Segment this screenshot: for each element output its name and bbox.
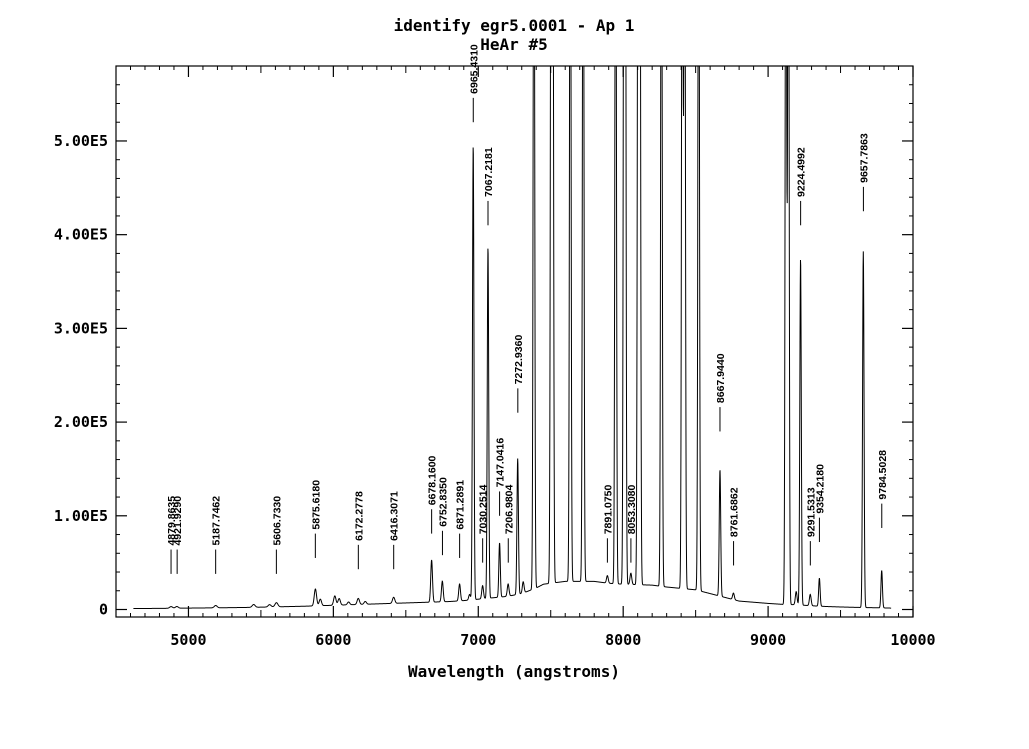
line-id-label: 6965.4310 [468, 44, 480, 94]
line-id-label: 5187.7462 [211, 496, 223, 546]
line-id-label: 6678.1600 [427, 455, 439, 505]
line-id-label: 5606.7330 [271, 496, 283, 546]
y-tick-label: 3.00E5 [54, 319, 108, 337]
x-tick-label: 10000 [890, 631, 935, 649]
x-axis-label: Wavelength (angstroms) [408, 662, 620, 681]
line-id-label: 4921.9290 [172, 496, 184, 546]
y-tick-label: 1.00E5 [54, 507, 108, 525]
line-id-label: 5875.6180 [310, 480, 322, 530]
y-tick-label: 4.00E5 [54, 226, 108, 244]
line-id-label: 8667.9440 [715, 353, 727, 403]
chart-subtitle: HeAr #5 [480, 35, 547, 54]
x-tick-label: 9000 [750, 631, 786, 649]
x-axis-ticks: 5000 6000 7000 8000 9000 10000 [115, 66, 936, 649]
x-tick-label: 7000 [460, 631, 496, 649]
line-id-label: 6172.2778 [353, 491, 365, 541]
x-tick-label: 6000 [315, 631, 351, 649]
x-tick-label: 8000 [605, 631, 641, 649]
line-id-label: 7030.2514 [478, 484, 490, 534]
y-tick-label: 5.00E5 [54, 132, 108, 150]
line-id-label: 4879.8635 [166, 496, 178, 546]
plot-frame [115, 65, 914, 618]
line-id-label: 9224.4992 [796, 147, 808, 197]
line-id-label: 6416.3071 [389, 491, 401, 541]
chart-title: identify egr5.0001 - Ap 1 [394, 16, 635, 35]
line-id-label: 9784.5028 [877, 450, 889, 500]
y-axis-ticks: 0 1.00E5 2.00E5 3.00E5 4.00E5 5.00E5 [54, 65, 913, 619]
spectrum-line [133, 66, 892, 610]
line-id-label: 6752.8350 [437, 477, 449, 527]
line-id-label: 7272.9360 [513, 335, 525, 385]
line-id-label: 9657.7863 [858, 133, 870, 183]
plot-layer [133, 66, 892, 610]
line-id-label: 6871.2891 [455, 480, 467, 530]
x-tick-label: 5000 [170, 631, 206, 649]
line-id-label: 8053.3080 [626, 484, 638, 534]
line-id-label: 8761.6862 [729, 487, 741, 537]
line-id-label: 9291.5313 [805, 487, 817, 537]
line-id-label: 7206.9804 [503, 484, 515, 534]
y-tick-label: 0 [99, 601, 108, 619]
line-id-label: 9354.2180 [814, 464, 826, 514]
line-id-label: 7891.0750 [602, 484, 614, 534]
y-tick-label: 2.00E5 [54, 413, 108, 431]
line-id-label: 7147.0416 [495, 438, 507, 488]
line-id-label: 7067.2181 [483, 147, 495, 197]
